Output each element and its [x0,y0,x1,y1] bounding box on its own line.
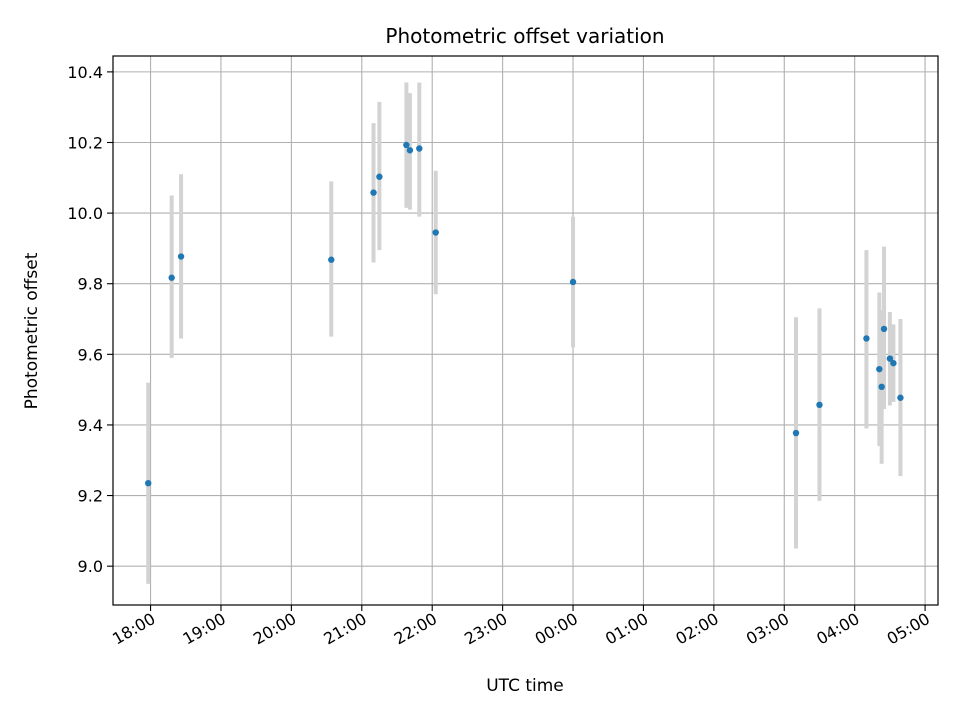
data-point [403,141,410,149]
data-point [432,229,439,236]
plot-frame [112,55,939,606]
chart-title: Photometric offset variation [385,24,664,48]
data-point [878,383,885,391]
data-point [328,256,335,263]
grid [113,56,938,605]
y-tick-label: 9.6 [78,345,103,364]
data-point [569,278,577,286]
data-point [863,335,870,342]
y-axis-title: Photometric offset [22,252,42,409]
data-point [897,394,904,401]
data-point [880,325,888,333]
data-point [168,274,175,281]
y-tick-label: 9.0 [78,557,103,576]
data-point [177,253,185,260]
x-axis-title: UTC time [486,676,564,696]
data-point [816,401,823,409]
y-tick-label: 9.8 [78,275,103,294]
data-points [145,141,904,487]
y-tick-label: 10.2 [67,133,103,152]
y-axis: 9.0 9.2 9.4 9.6 9.8 10.0 10.2 10.4 [67,63,113,576]
data-point [376,173,383,180]
data-point [416,145,423,152]
y-tick-label: 10.4 [67,63,103,82]
data-point [406,147,414,154]
data-point [145,479,152,487]
data-point [890,359,897,367]
data-point [370,189,377,196]
y-tick-label: 9.4 [78,416,103,435]
data-point [886,355,894,362]
data-point [792,429,800,437]
data-point [876,365,883,373]
y-tick-label: 10.0 [67,204,103,223]
y-tick-label: 9.2 [78,487,103,506]
